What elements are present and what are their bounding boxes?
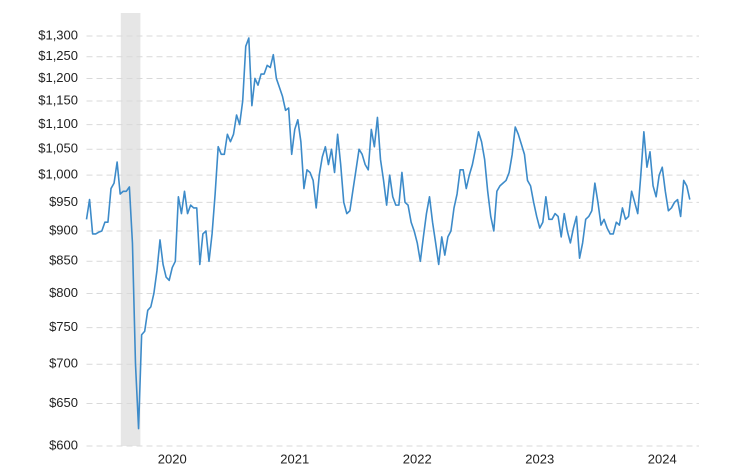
y-tick-label: $700 xyxy=(49,356,78,371)
x-tick-label: 2024 xyxy=(648,451,677,466)
y-tick-label: $1,200 xyxy=(38,70,78,85)
y-tick-label: $650 xyxy=(49,395,78,410)
x-tick-label: 2021 xyxy=(280,451,309,466)
y-tick-label: $800 xyxy=(49,285,78,300)
y-tick-label: $1,050 xyxy=(38,141,78,156)
price-line xyxy=(85,37,691,430)
x-tick-label: 2023 xyxy=(525,451,554,466)
y-tick-label: $950 xyxy=(49,194,78,209)
x-tick-label: 2020 xyxy=(158,451,187,466)
y-tick-label: $1,300 xyxy=(38,27,78,42)
x-tick-label: 2022 xyxy=(403,451,432,466)
y-tick-label: $600 xyxy=(49,437,78,452)
y-tick-label: $750 xyxy=(49,319,78,334)
y-tick-label: $1,150 xyxy=(38,92,78,107)
y-tick-label: $1,250 xyxy=(38,48,78,63)
y-tick-label: $850 xyxy=(49,253,78,268)
y-tick-label: $1,100 xyxy=(38,116,78,131)
y-tick-label: $1,000 xyxy=(38,167,78,182)
y-tick-label: $900 xyxy=(49,222,78,237)
